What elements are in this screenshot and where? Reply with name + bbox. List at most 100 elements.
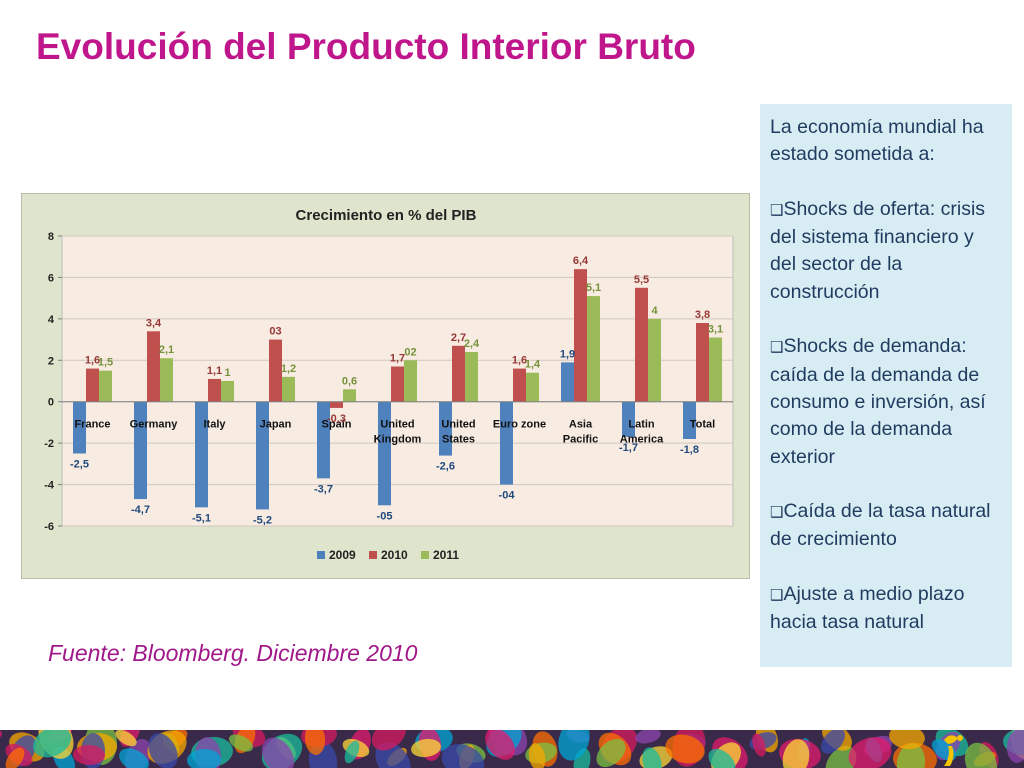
checkbox-bullet-icon: ❑ xyxy=(770,586,784,605)
bar-2009 xyxy=(561,362,574,402)
footer-shape xyxy=(441,744,485,768)
data-label-2010: 1,7 xyxy=(390,353,405,365)
data-label-2011: 0,6 xyxy=(342,375,357,387)
bar-2010 xyxy=(391,366,404,402)
footer-shape xyxy=(889,730,925,750)
data-label-2011: 4 xyxy=(651,305,658,317)
y-tick-label: 2 xyxy=(48,355,54,367)
footer-shape xyxy=(73,744,105,766)
category-label: Italy xyxy=(203,419,226,431)
checkbox-bullet-icon: ❑ xyxy=(770,338,784,357)
data-label-2010: 3,8 xyxy=(695,309,710,321)
y-tick-label: -2 xyxy=(44,438,54,450)
footer-shape xyxy=(261,737,295,768)
footer-shape xyxy=(848,737,892,768)
footer-shape xyxy=(119,748,149,768)
chart-title: Crecimiento en % del PIB xyxy=(296,207,477,224)
footer-shape xyxy=(148,733,178,768)
data-label-2010: 5,5 xyxy=(634,274,649,286)
bar-2009 xyxy=(622,401,635,437)
category-label: Euro zone xyxy=(493,419,546,431)
bar-2011 xyxy=(526,372,539,402)
checkbox-bullet-icon: ❑ xyxy=(770,200,784,219)
summary-bullet-text: Shocks de demanda: caída de la demanda d… xyxy=(770,335,986,468)
bar-2011 xyxy=(587,296,600,402)
legend-swatch-2010 xyxy=(369,551,377,559)
bar-2010 xyxy=(147,331,160,402)
summary-bullet: ❑Caída de la tasa natural de crecimiento xyxy=(770,498,1004,554)
footer-shape xyxy=(642,747,662,768)
footer-shape xyxy=(228,734,254,752)
category-label: States xyxy=(442,434,475,446)
bars xyxy=(73,269,722,510)
bar-2011 xyxy=(648,318,661,402)
bar-2011 xyxy=(160,358,173,402)
footer-pattern xyxy=(0,730,1024,768)
footer-shape xyxy=(411,738,441,758)
data-label-2009: 1,9 xyxy=(560,348,575,360)
category-label: Kingdom xyxy=(374,434,422,446)
category-label: Asia xyxy=(569,419,593,431)
data-label-2009: -04 xyxy=(499,490,516,502)
category-label: America xyxy=(620,434,664,446)
footer-shape xyxy=(344,740,360,764)
data-label-2010: -0,3 xyxy=(327,413,346,425)
data-label-2011: 3,1 xyxy=(708,324,723,336)
y-axis-ticks: -6 -4 -2 0 2 4 6 8 xyxy=(44,231,62,533)
y-tick-label: 6 xyxy=(48,272,54,284)
bar-2011 xyxy=(343,389,356,402)
category-label: France xyxy=(74,419,110,431)
bar-2011 xyxy=(404,360,417,402)
legend-label-2010: 2010 xyxy=(381,548,408,562)
bar-2011 xyxy=(221,381,234,402)
footer-shape xyxy=(821,730,845,754)
footer-shape xyxy=(708,748,736,768)
data-label-2011: 1,5 xyxy=(98,357,113,369)
category-label: Spain xyxy=(322,419,352,431)
bar-2010 xyxy=(86,368,99,402)
data-label-2010: 1,6 xyxy=(85,355,100,367)
footer-shape xyxy=(558,730,590,761)
bar-2010 xyxy=(574,269,587,402)
footer-shape xyxy=(825,745,857,768)
data-label-2010: 1,6 xyxy=(512,355,527,367)
legend: 2009 2010 2011 xyxy=(317,548,459,562)
bar-2010 xyxy=(208,378,221,402)
data-label-2009: -3,7 xyxy=(314,483,333,495)
footer-shape xyxy=(752,733,766,757)
legend-label-2011: 2011 xyxy=(433,548,459,562)
data-labels: -2,51,61,5-4,73,42,1-5,11,1 1-5,2031,2-3,… xyxy=(70,255,723,526)
summary-bullet-text: Caída de la tasa natural de crecimiento xyxy=(770,500,991,551)
y-tick-label: -6 xyxy=(44,521,54,533)
bar-2011 xyxy=(465,352,478,402)
chart-container: -6 -4 -2 0 2 4 6 8 France Germany Italy Japan Spain… xyxy=(21,193,750,579)
y-tick-label: -4 xyxy=(44,480,55,492)
category-label: Japan xyxy=(260,419,292,431)
gridlines xyxy=(62,235,733,527)
bar-2011 xyxy=(99,370,112,402)
bar-2010 xyxy=(696,323,709,402)
data-label-2011: 5,1 xyxy=(586,282,601,294)
bar-2010 xyxy=(513,368,526,402)
data-label-2010: 2,7 xyxy=(451,332,466,344)
bar-2009 xyxy=(683,401,696,439)
footer-shape xyxy=(304,730,326,755)
data-label-2009: -1,7 xyxy=(619,442,638,454)
category-label: United xyxy=(380,419,414,431)
bar-2011 xyxy=(709,337,722,402)
footer-shape xyxy=(375,742,411,768)
bar-2009 xyxy=(73,401,86,454)
data-label-2011: 1 xyxy=(224,367,230,379)
footer-shape xyxy=(528,743,546,768)
data-label-2011: 02 xyxy=(404,346,416,358)
data-label-2009: -2,6 xyxy=(436,461,455,473)
summary-bullet-text: Shocks de oferta: crisis del sistema fin… xyxy=(770,197,986,303)
summary-box: La economía mundial ha estado sometida a… xyxy=(760,104,1012,667)
bar-2011 xyxy=(282,376,295,402)
data-label-2009: -5,2 xyxy=(253,514,272,526)
data-label-2009: -4,7 xyxy=(131,504,150,516)
y-tick-label: 4 xyxy=(48,314,55,326)
footer-shape xyxy=(665,734,705,764)
legend-swatch-2011 xyxy=(421,551,429,559)
footer-shape xyxy=(896,743,926,768)
